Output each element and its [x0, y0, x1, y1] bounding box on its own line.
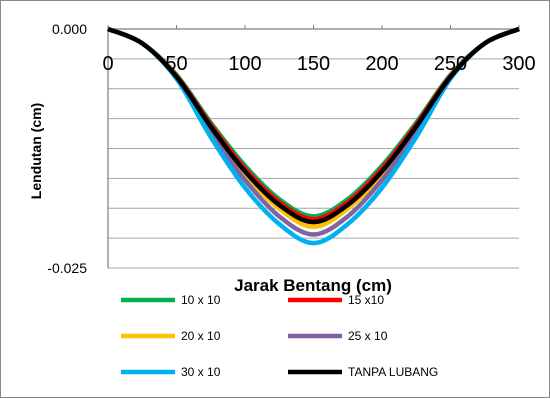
x-tick-label: 250 [434, 53, 467, 75]
x-tick-label: 50 [165, 53, 187, 75]
series-layer [107, 26, 520, 246]
x-tick-label: 300 [502, 53, 535, 75]
grid-layer [108, 28, 519, 269]
x-axis-title: Jarak Bentang (cm) [234, 276, 392, 295]
tick-layer: 0 50 100 150 200 250 300 0.000 -0.025 [47, 21, 535, 276]
series-line-5 [107, 26, 520, 225]
legend-label: 25 x 10 [348, 329, 388, 343]
legend: 10 x 10 15 x10 20 x 10 25 x 10 30 x 10 TANPA … [121, 293, 438, 379]
x-tick-label: 0 [102, 53, 113, 75]
x-tick-label: 100 [228, 53, 261, 75]
legend-label: 20 x 10 [181, 329, 221, 343]
y-tick-label: -0.025 [47, 260, 87, 276]
y-axis-title: Lendutan (cm) [28, 103, 44, 199]
x-tick-label: 150 [297, 53, 330, 75]
legend-label: 30 x 10 [181, 365, 221, 379]
x-tick-label: 200 [365, 53, 398, 75]
legend-label: TANPA LUBANG [348, 365, 438, 379]
axis-layer [107, 25, 520, 268]
legend-label: 10 x 10 [181, 293, 221, 307]
y-tick-label: 0.000 [52, 21, 87, 37]
legend-label: 15 x10 [348, 293, 384, 307]
